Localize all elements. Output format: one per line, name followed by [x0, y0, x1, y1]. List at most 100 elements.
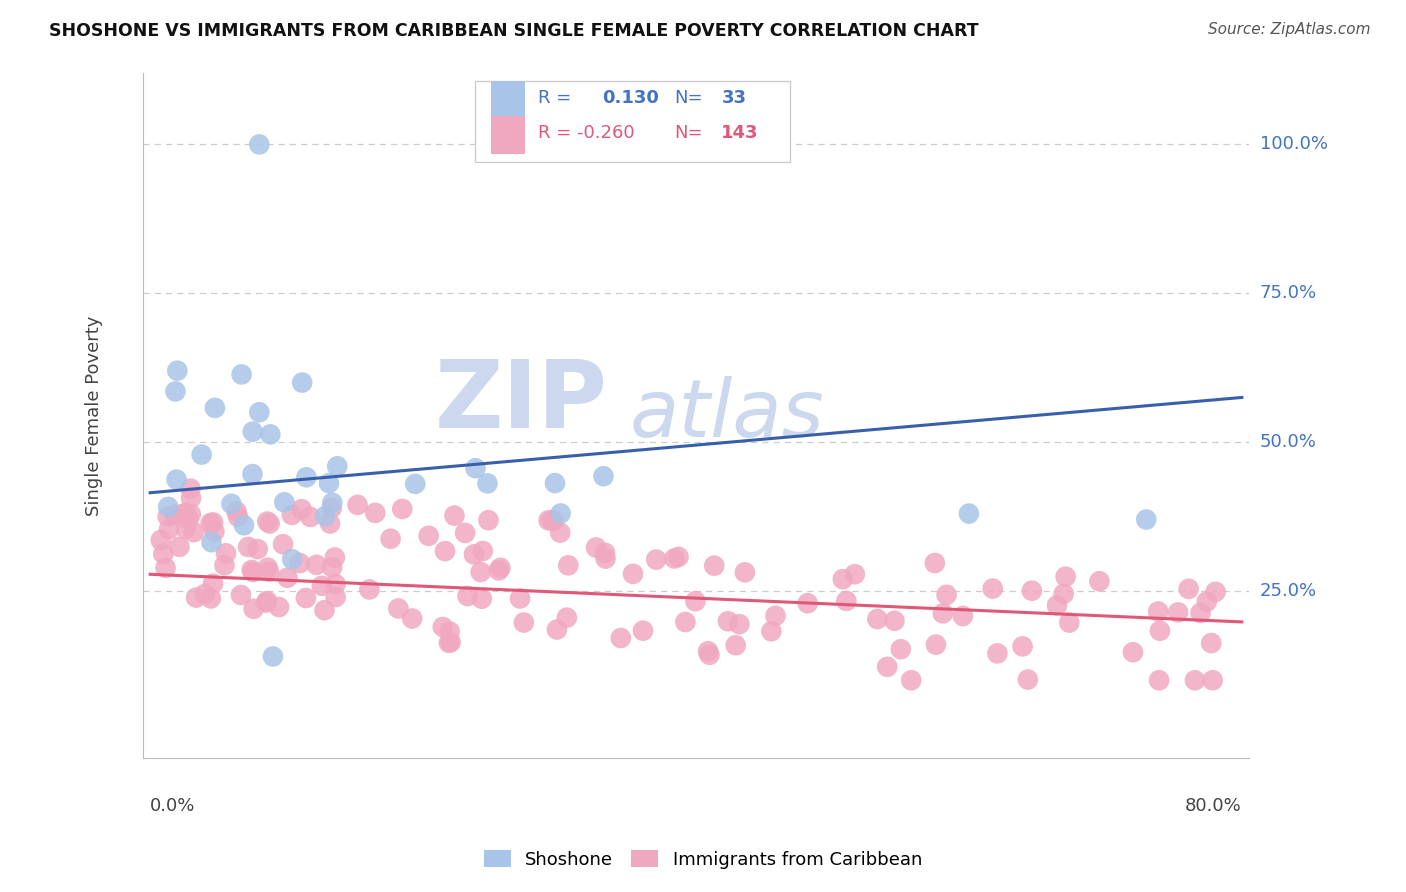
Text: 50.0%: 50.0% [1260, 434, 1316, 451]
Point [321, 560, 343, 574]
Point [457, 589, 479, 603]
Point [1184, 673, 1206, 688]
Point [240, 563, 263, 577]
Point [180, 507, 202, 521]
Text: R =: R = [538, 89, 571, 107]
Point [1201, 636, 1223, 650]
Point [204, 401, 226, 415]
Point [267, 600, 290, 615]
Point [247, 405, 270, 419]
Text: Single Female Poverty: Single Female Poverty [84, 315, 103, 516]
Point [238, 540, 260, 554]
Point [281, 508, 304, 522]
Point [932, 607, 955, 621]
Point [311, 579, 333, 593]
Text: SHOSHONE VS IMMIGRANTS FROM CARIBBEAN SINGLE FEMALE POVERTY CORRELATION CHART: SHOSHONE VS IMMIGRANTS FROM CARIBBEAN SI… [49, 22, 979, 40]
Point [380, 532, 402, 546]
Point [359, 582, 381, 597]
Point [685, 594, 707, 608]
Point [463, 547, 485, 561]
Point [314, 603, 336, 617]
Text: 25.0%: 25.0% [1260, 582, 1317, 600]
Point [1149, 624, 1171, 638]
Point [1189, 606, 1212, 620]
Point [257, 565, 280, 579]
Point [717, 614, 740, 628]
Point [543, 514, 565, 528]
Point [157, 500, 180, 514]
Point [401, 611, 423, 625]
Point [1195, 594, 1218, 608]
Point [540, 513, 562, 527]
Point [440, 635, 463, 649]
Point [935, 588, 957, 602]
Point [610, 631, 633, 645]
Point [229, 588, 252, 602]
Point [200, 591, 222, 606]
Text: 75.0%: 75.0% [1260, 285, 1317, 302]
Point [488, 564, 510, 578]
Point [728, 617, 751, 632]
Point [471, 544, 494, 558]
Point [544, 476, 567, 491]
Point [295, 591, 318, 605]
Point [152, 547, 174, 561]
Point [156, 509, 179, 524]
Point [166, 473, 188, 487]
Point [432, 620, 454, 634]
Point [595, 551, 617, 566]
Point [288, 556, 311, 570]
Point [765, 608, 787, 623]
Point [155, 561, 177, 575]
Text: 80.0%: 80.0% [1185, 797, 1241, 814]
Point [177, 512, 200, 526]
Point [215, 546, 238, 560]
Point [489, 561, 512, 575]
Point [1122, 645, 1144, 659]
Point [276, 571, 298, 585]
Point [346, 498, 368, 512]
Point [471, 591, 494, 606]
Point [1147, 605, 1170, 619]
Point [200, 535, 222, 549]
Point [900, 673, 922, 688]
Point [226, 509, 249, 524]
Point [281, 552, 304, 566]
Point [470, 565, 492, 579]
Point [585, 541, 607, 555]
Point [546, 623, 568, 637]
Point [259, 427, 281, 442]
Point [391, 502, 413, 516]
Point [166, 364, 188, 378]
Point [323, 550, 346, 565]
Point [242, 565, 264, 579]
Point [537, 513, 560, 527]
Point [890, 642, 912, 657]
Point [555, 610, 578, 624]
Point [163, 508, 186, 522]
Point [831, 572, 853, 586]
Point [172, 507, 194, 521]
Point [631, 624, 654, 638]
Point [1053, 587, 1076, 601]
Point [325, 577, 347, 591]
Point [387, 601, 409, 615]
Point [291, 376, 314, 390]
Point [242, 467, 264, 481]
Point [242, 602, 264, 616]
Point [454, 525, 477, 540]
Point [1054, 569, 1077, 583]
Point [621, 566, 644, 581]
Point [174, 522, 197, 536]
Point [761, 624, 783, 639]
Point [291, 502, 314, 516]
Point [271, 537, 294, 551]
Text: N=: N= [673, 89, 703, 107]
Point [325, 590, 347, 604]
Point [165, 384, 187, 399]
Point [319, 516, 342, 531]
Point [221, 497, 243, 511]
Point [1059, 615, 1081, 630]
Point [925, 638, 948, 652]
Point [157, 522, 180, 536]
